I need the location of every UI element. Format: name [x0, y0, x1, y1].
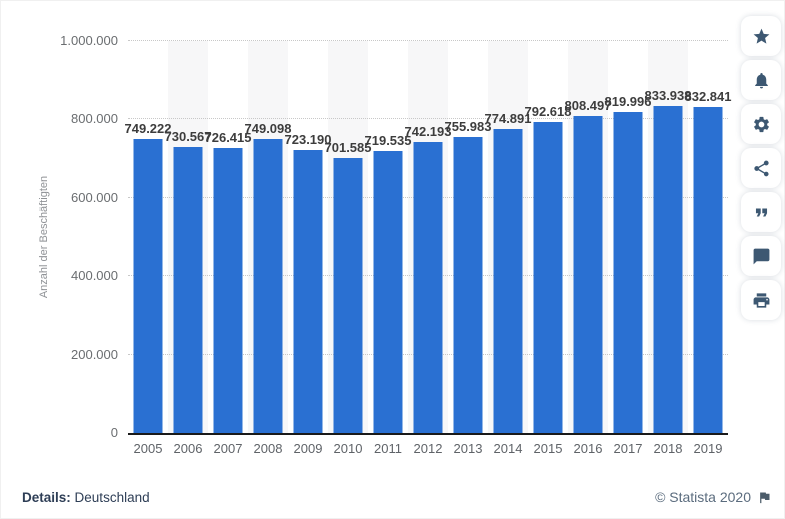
x-tick-label: 2008 — [253, 441, 283, 456]
share-icon — [753, 160, 769, 176]
bar-2014[interactable] — [493, 129, 523, 433]
x-tick-label: 2019 — [693, 441, 723, 456]
bar-column-2016: 808.497 — [565, 41, 612, 433]
y-tick-label: 200.000 — [71, 346, 118, 362]
gridline — [128, 118, 728, 120]
action-sidebar — [741, 16, 781, 324]
bar-2019[interactable] — [693, 106, 723, 433]
print-button[interactable] — [741, 280, 781, 320]
bar-2017[interactable] — [613, 111, 643, 433]
y-axis: 0 200.000 400.000 600.000 800.000 1.000.000 — [0, 33, 118, 440]
bar-column-2018: 833.938 — [645, 41, 692, 433]
bar-value-label: 819.996 — [604, 93, 652, 109]
bar-value-label: 774.891 — [484, 111, 532, 127]
favorite-button[interactable] — [741, 16, 781, 56]
x-tick-label: 2005 — [133, 441, 163, 456]
bar-2009[interactable] — [293, 149, 323, 433]
y-tick-label: 600.000 — [71, 189, 118, 205]
y-tick-label: 800.000 — [71, 111, 118, 127]
bar-value-label: 792.618 — [524, 104, 572, 120]
bar-column-2015: 792.618 — [525, 41, 572, 433]
plot-area: 749.222 730.567 726.415 749.098 723.190 701.5… — [125, 40, 732, 435]
bar-2007[interactable] — [213, 148, 243, 433]
gridline — [128, 40, 728, 41]
y-tick-label: 400.000 — [71, 268, 118, 284]
x-tick-label: 2015 — [533, 441, 563, 456]
settings-button[interactable] — [741, 104, 781, 144]
bell-icon — [754, 72, 768, 88]
star-icon — [753, 28, 769, 44]
bar-column-2006: 730.567 — [165, 41, 212, 433]
bar-value-label: 749.098 — [244, 121, 292, 137]
print-icon — [753, 292, 769, 308]
copyright-text[interactable]: © Statista 2020 — [655, 489, 751, 505]
bar-column-2008: 749.098 — [245, 41, 292, 433]
x-tick-label: 2013 — [453, 441, 483, 456]
bar-2010[interactable] — [333, 158, 363, 433]
y-tick-label: 0 — [110, 425, 118, 440]
bar-value-label: 719.535 — [364, 132, 412, 148]
bar-column-2017: 819.996 — [605, 41, 652, 433]
flag-icon — [760, 492, 770, 503]
x-tick-label: 2017 — [613, 441, 643, 456]
bar-value-label: 742.193 — [404, 124, 452, 140]
x-tick-label: 2012 — [413, 441, 443, 456]
bar-2005[interactable] — [133, 139, 163, 433]
x-tick-label: 2018 — [653, 441, 683, 456]
y-tick-label: 1.000.000 — [60, 33, 118, 48]
notifications-button[interactable] — [741, 60, 781, 100]
bar-column-2007: 726.415 — [205, 41, 252, 433]
bar-2008[interactable] — [253, 139, 283, 433]
bar-value-label: 749.222 — [124, 121, 172, 137]
share-button[interactable] — [741, 148, 781, 188]
x-tick-label: 2010 — [333, 441, 363, 456]
bar-value-label: 755.983 — [444, 118, 492, 134]
details-value: Deutschland — [74, 490, 150, 505]
x-tick-label: 2007 — [213, 441, 243, 456]
x-tick-label: 2014 — [493, 441, 523, 456]
bar-2006[interactable] — [173, 146, 203, 433]
x-axis: 2005 2006 2007 2008 2009 2010 2011 2012 2013 2014… — [128, 441, 728, 456]
bar-value-label: 701.585 — [324, 139, 372, 155]
bar-2016[interactable] — [573, 116, 603, 433]
details-line: Details: Deutschland — [22, 490, 150, 505]
bar-column-2012: 742.193 — [405, 41, 452, 433]
bar-column-2013: 755.983 — [445, 41, 492, 433]
comment-icon — [753, 248, 769, 264]
x-tick-label: 2011 — [374, 441, 402, 456]
bar-column-2010: 701.585 — [325, 41, 372, 433]
bar-column-2011: 719.535 — [365, 41, 412, 433]
x-tick-label: 2016 — [573, 441, 603, 456]
bar-value-label: 726.415 — [204, 130, 252, 146]
bar-column-2005: 749.222 — [125, 41, 172, 433]
bar-2018[interactable] — [653, 106, 683, 433]
x-tick-label: 2009 — [293, 441, 323, 456]
bar-column-2014: 774.891 — [485, 41, 532, 433]
comment-button[interactable] — [741, 236, 781, 276]
bar-2013[interactable] — [453, 136, 483, 433]
gear-icon — [753, 116, 769, 132]
cite-button[interactable] — [741, 192, 781, 232]
bar-2015[interactable] — [533, 122, 563, 433]
bar-column-2009: 723.190 — [285, 41, 332, 433]
bar-2011[interactable] — [373, 150, 403, 433]
bar-value-label: 832.841 — [684, 88, 732, 104]
copyright-line: © Statista 2020 — [655, 489, 772, 505]
bar-value-label: 723.190 — [284, 131, 332, 147]
quote-icon — [755, 208, 767, 216]
bar-value-label: 808.497 — [564, 98, 612, 114]
bar-value-label: 833.938 — [644, 88, 692, 104]
details-label: Details: — [22, 490, 71, 505]
x-tick-label: 2006 — [173, 441, 203, 456]
bar-2012[interactable] — [413, 142, 443, 433]
bar-value-label: 730.567 — [164, 128, 212, 144]
bar-column-2019: 832.841 — [685, 41, 732, 433]
